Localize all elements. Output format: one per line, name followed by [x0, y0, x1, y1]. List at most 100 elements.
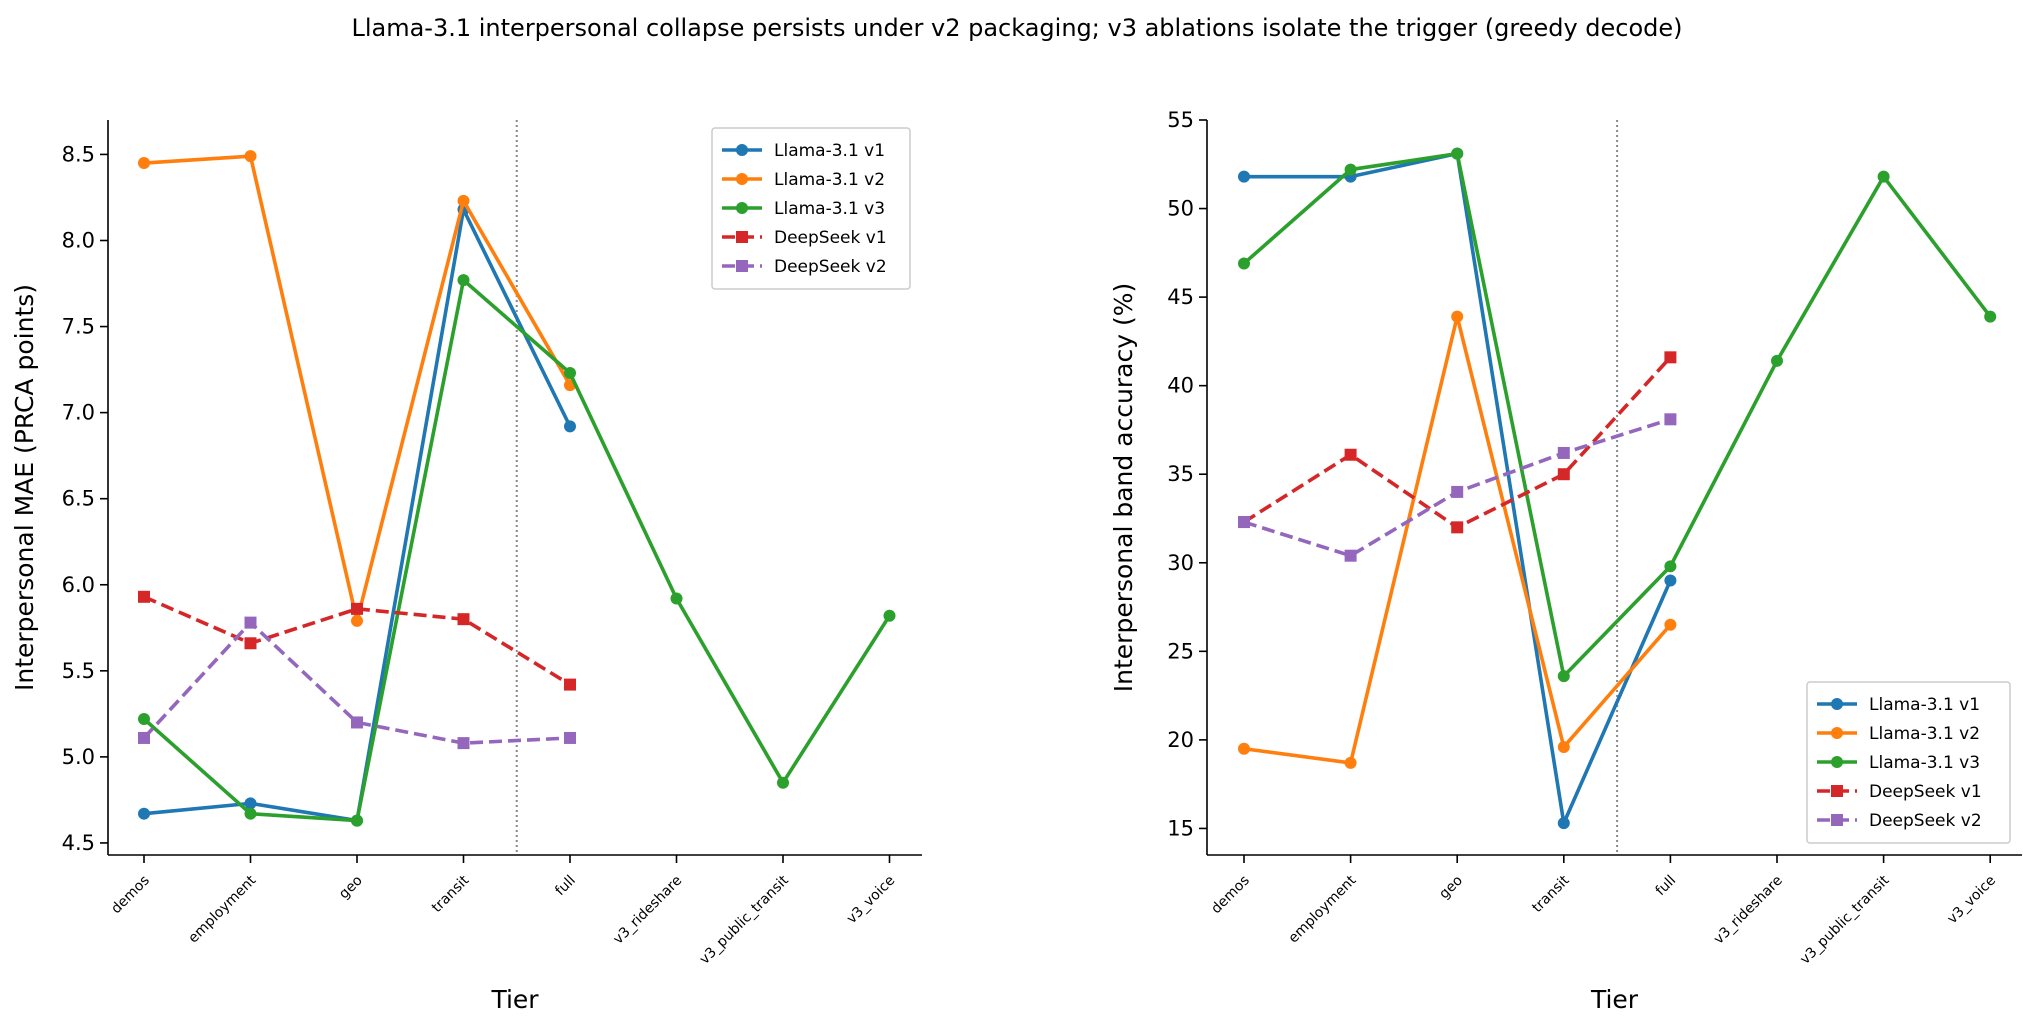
- data-point: [1451, 147, 1464, 160]
- y-axis-label: Interpersonal band accuracy (%): [1109, 283, 1138, 692]
- series-deepseek-v2: [138, 616, 576, 750]
- legend-label: DeepSeek v1: [774, 228, 887, 248]
- series-llama-3-1-v2: [138, 150, 576, 627]
- legend-marker: [736, 202, 748, 214]
- x-tick-label: v3_rideshare: [610, 873, 685, 948]
- x-tick-label: v3_public_transit: [697, 872, 793, 968]
- data-point: [564, 367, 576, 380]
- legend-label: Llama-3.1 v3: [1869, 753, 1980, 773]
- x-tick-label: geo: [336, 873, 366, 903]
- series-deepseek-v1: [138, 590, 576, 691]
- series-deepseek-v1: [1238, 351, 1677, 534]
- y-tick-label: 15: [1167, 816, 1194, 840]
- y-axis-label: Interpersonal MAE (PRCA points): [10, 284, 39, 691]
- series-line: [1242, 151, 1992, 678]
- data-point: [457, 737, 470, 750]
- y-tick-label: 6.5: [62, 487, 95, 511]
- legend-marker: [1831, 727, 1843, 739]
- data-point: [1238, 516, 1250, 529]
- x-tick-label: geo: [1436, 873, 1466, 903]
- y-tick-label: 7.5: [62, 315, 95, 339]
- data-point: [1771, 354, 1783, 367]
- data-point: [1344, 448, 1357, 461]
- x-tick-label: employment: [185, 872, 259, 946]
- series-line: [1243, 314, 1672, 765]
- x-tick-label: employment: [1286, 872, 1360, 946]
- data-point: [138, 590, 150, 603]
- accuracy-panel: 15 20 25 30 35 40 45 50 55 demos employment geo tran…: [1109, 108, 2022, 1014]
- y-tick-label: 25: [1167, 639, 1194, 663]
- legend-label: DeepSeek v2: [774, 257, 887, 277]
- data-point: [564, 678, 576, 691]
- data-point: [1238, 742, 1250, 755]
- data-point: [1238, 170, 1250, 183]
- series-llama-3-1-v3: [138, 274, 896, 827]
- data-point: [1557, 740, 1570, 753]
- data-point: [244, 150, 257, 163]
- data-point: [564, 731, 576, 744]
- legend-label: Llama-3.1 v3: [774, 199, 885, 219]
- y-tick-label: 8.0: [62, 228, 95, 252]
- legend-box: [1806, 681, 2011, 844]
- x-tick-label: full: [552, 873, 579, 900]
- y-tick-label: 5.0: [62, 745, 95, 769]
- series-line: [1243, 356, 1672, 530]
- y-tick-label: 8.5: [62, 142, 95, 166]
- series-line: [143, 154, 572, 623]
- data-point: [351, 814, 363, 827]
- x-tick-label: v3_rideshare: [1711, 873, 1786, 948]
- data-point: [1238, 257, 1250, 270]
- data-point: [351, 602, 363, 615]
- data-point: [777, 776, 789, 789]
- y-tick-label: 7.0: [62, 401, 95, 425]
- x-axis-label: Tier: [1590, 985, 1639, 1014]
- legend-marker: [1831, 756, 1843, 768]
- data-point: [564, 420, 576, 433]
- x-tick-label: v3_voice: [1944, 873, 1999, 928]
- data-point: [1344, 756, 1357, 769]
- x-tick-label: v3_public_transit: [1797, 872, 1893, 968]
- series-llama-3-1-v1: [138, 203, 576, 827]
- data-point: [1557, 446, 1570, 459]
- data-point: [457, 194, 470, 207]
- series-llama-3-1-v2: [1238, 310, 1677, 769]
- x-tick-label: demos: [1208, 873, 1253, 918]
- x-axis-label: Tier: [490, 985, 539, 1014]
- data-point: [244, 807, 257, 820]
- data-point: [1664, 618, 1677, 631]
- x-tick-label: demos: [108, 873, 153, 918]
- data-point: [457, 613, 470, 626]
- data-point: [138, 713, 150, 726]
- legend: Llama-3.1 v1 Llama-3.1 v2 Llama-3.1 v3 Deep…: [1806, 681, 2011, 844]
- legend-label: DeepSeek v1: [1869, 782, 1982, 802]
- data-point: [1664, 413, 1677, 426]
- legend: Llama-3.1 v1 Llama-3.1 v2 Llama-3.1 v3 Deep…: [711, 127, 911, 290]
- legend-label: Llama-3.1 v2: [1869, 724, 1980, 744]
- data-point: [244, 797, 257, 810]
- x-tick-label: v3_voice: [844, 873, 899, 928]
- data-point: [457, 274, 470, 287]
- legend-marker: [1831, 814, 1843, 826]
- data-point: [244, 616, 257, 629]
- series-line: [142, 620, 571, 745]
- data-point: [1451, 310, 1464, 323]
- y-tick-label: 30: [1167, 551, 1194, 575]
- x-tick-label: transit: [1529, 872, 1573, 916]
- legend-marker: [736, 144, 748, 156]
- data-point: [351, 614, 363, 627]
- data-point: [351, 716, 363, 729]
- y-tick-label: 50: [1167, 197, 1194, 221]
- data-point: [1557, 670, 1570, 683]
- series-line: [142, 278, 892, 823]
- legend-marker: [1831, 698, 1843, 710]
- data-point: [1451, 485, 1464, 498]
- x-tick-label: transit: [429, 872, 473, 916]
- series-deepseek-v2: [1238, 413, 1677, 562]
- data-point: [138, 731, 150, 744]
- data-point: [1664, 574, 1677, 587]
- data-point: [1344, 163, 1357, 176]
- legend-label: Llama-3.1 v1: [1869, 695, 1980, 715]
- data-point: [1557, 817, 1570, 830]
- legend-label: Llama-3.1 v2: [774, 170, 885, 190]
